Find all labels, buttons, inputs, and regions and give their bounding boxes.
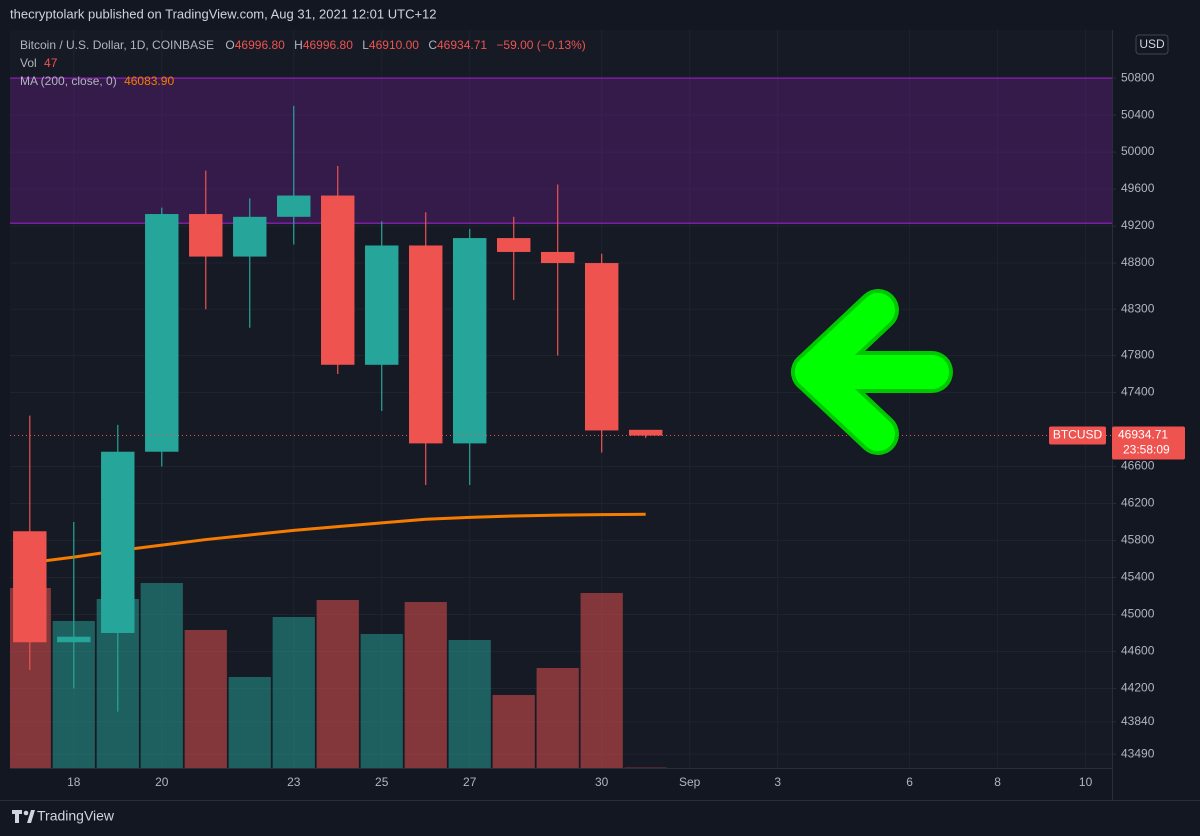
close-value: 46934.71 xyxy=(437,38,487,52)
x-tick-label: 30 xyxy=(595,775,609,789)
x-tick-label: 10 xyxy=(1079,775,1093,789)
volume-bar xyxy=(272,617,315,768)
y-tick-label: 46200 xyxy=(1121,496,1155,510)
y-tick-label: 47800 xyxy=(1121,348,1155,362)
price-badge-value: 46934.71 xyxy=(1118,428,1168,442)
high-value: 46996.80 xyxy=(303,38,353,52)
candle-body xyxy=(233,216,267,257)
y-tick-label: 48800 xyxy=(1121,255,1155,269)
candle-body xyxy=(365,245,399,365)
y-tick-label: 48300 xyxy=(1121,301,1155,315)
resistance-zone xyxy=(10,78,1112,224)
candle-body xyxy=(540,251,575,264)
volume-bar xyxy=(228,677,271,768)
open-label: O xyxy=(225,38,234,52)
volume-name: Vol xyxy=(20,56,37,70)
symbol-badge xyxy=(1049,426,1106,445)
x-tick-label: 23 xyxy=(287,775,301,789)
candle-body xyxy=(13,531,47,643)
legend-line: Bitcoin / U.S. Dollar, 1D, COINBASE O469… xyxy=(20,38,586,52)
y-tick-label: 45800 xyxy=(1121,533,1155,547)
candle-body xyxy=(496,238,531,252)
price-badge-countdown: 23:58:09 xyxy=(1123,443,1170,457)
candle-body xyxy=(189,214,223,257)
volume-legend: Vol 47 xyxy=(20,56,58,70)
candle-body xyxy=(101,451,135,633)
currency-badge[interactable] xyxy=(1135,34,1169,55)
y-tick-label: 43840 xyxy=(1121,714,1155,728)
volume-bar xyxy=(316,600,359,768)
high-label: H xyxy=(294,38,303,52)
candle-body xyxy=(321,195,355,365)
x-tick-label: 3 xyxy=(774,775,781,789)
candle-body xyxy=(452,238,487,444)
footer-brand: TradingView xyxy=(37,808,115,824)
y-tick-label: 49200 xyxy=(1121,218,1155,232)
candle-body xyxy=(145,214,179,452)
low-value: 46910.00 xyxy=(369,38,419,52)
x-tick-label: 18 xyxy=(67,775,81,789)
footer-logo xyxy=(12,810,35,823)
volume-last: 47 xyxy=(44,56,58,70)
volume-bar xyxy=(140,583,183,768)
y-tick-label: 44600 xyxy=(1121,644,1155,658)
y-tick-label: 47400 xyxy=(1121,385,1155,399)
open-value: 46996.80 xyxy=(235,38,285,52)
volume-bar xyxy=(580,593,623,768)
x-tick-label: 20 xyxy=(155,775,169,789)
y-tick-label: 46600 xyxy=(1121,459,1155,473)
y-tick-label: 50800 xyxy=(1121,70,1155,84)
ma-name: MA (200, close, 0) xyxy=(20,74,117,88)
volume-bar xyxy=(184,630,227,768)
close-label: C xyxy=(428,38,437,52)
arrow-annotation xyxy=(791,289,953,455)
y-tick-label: 44200 xyxy=(1121,681,1155,695)
volume-bar xyxy=(448,640,491,768)
symbol-badge-label: BTCUSD xyxy=(1053,428,1103,442)
symbol: Bitcoin / U.S. Dollar, 1D, COINBASE xyxy=(20,38,214,52)
y-tick-label: 45400 xyxy=(1121,570,1155,584)
y-tick-label: 50000 xyxy=(1121,144,1155,158)
volume-bar xyxy=(536,668,579,768)
x-tick-label: Sep xyxy=(679,775,701,789)
ma-last: 46083.90 xyxy=(124,74,174,88)
low-label: L xyxy=(362,38,369,52)
candle-body xyxy=(277,195,311,217)
change: −59.00 (−0.13%) xyxy=(496,38,585,52)
price-badge xyxy=(1112,426,1185,460)
candle-body xyxy=(628,429,663,436)
axes: 18 20 23 25 27 30 Sep 3 6 8 10 50800 50400 50000 49600… xyxy=(67,70,1185,789)
candle-body xyxy=(57,636,91,643)
x-tick-label: 6 xyxy=(906,775,913,789)
x-tick-label: 8 xyxy=(994,775,1001,789)
ma-legend: MA (200, close, 0) 46083.90 xyxy=(20,74,174,88)
x-tick-label: 27 xyxy=(463,775,477,789)
candle-body xyxy=(584,263,619,431)
y-tick-label: 43490 xyxy=(1121,746,1155,760)
x-tick-label: 25 xyxy=(375,775,389,789)
byline: thecryptolark published on TradingView.c… xyxy=(10,6,437,21)
volume-bar xyxy=(404,602,447,768)
y-tick-label: 45000 xyxy=(1121,607,1155,621)
candle-body xyxy=(409,245,443,444)
currency-label[interactable]: USD xyxy=(1139,37,1165,51)
y-tick-label: 49600 xyxy=(1121,181,1155,195)
plot-area xyxy=(10,30,1112,768)
volume-bar xyxy=(360,634,403,768)
y-tick-label: 50400 xyxy=(1121,107,1155,121)
volume-bar xyxy=(492,695,535,768)
